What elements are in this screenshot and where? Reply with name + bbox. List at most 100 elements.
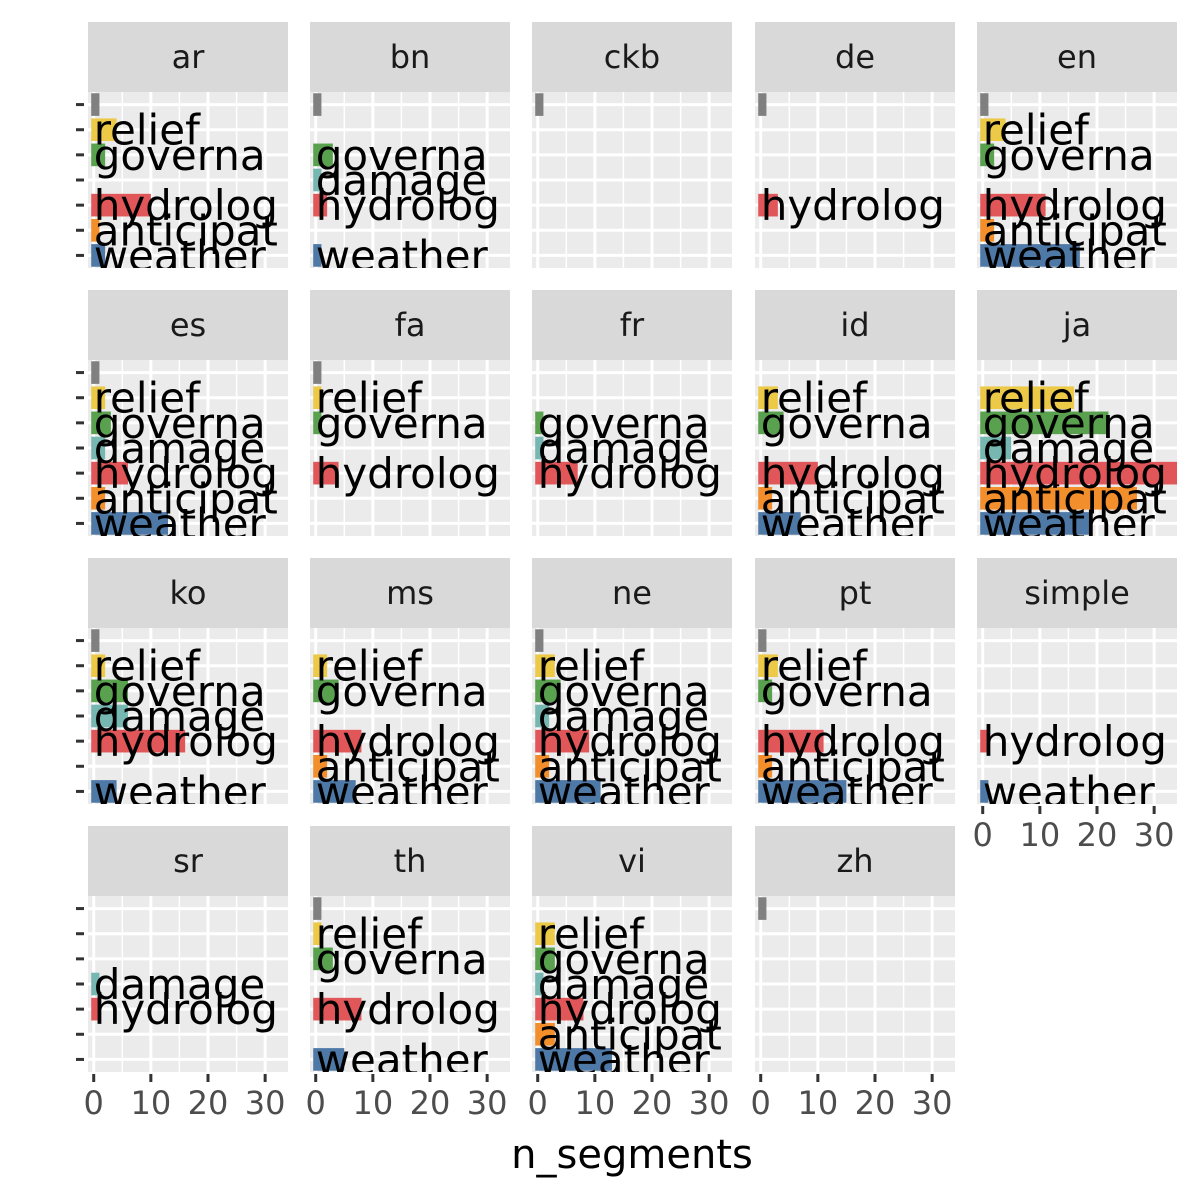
bar	[313, 461, 339, 485]
bar	[535, 1048, 612, 1071]
bar-label: hydrolog	[316, 717, 500, 766]
bar-label: relief	[316, 910, 423, 959]
bar	[758, 629, 767, 652]
bar	[758, 93, 767, 116]
bar	[91, 118, 117, 142]
x-tick-label: 30	[1134, 816, 1175, 854]
bar-label: governa	[316, 667, 488, 716]
bar-label: relief	[538, 642, 645, 691]
panel-ne: ne weatheranticipathydrologdamagegovernar…	[532, 558, 732, 804]
bar	[313, 386, 322, 410]
bar-label: weather	[761, 499, 934, 548]
panel-marks: weatheranticipathydrologdamagegovernarel…	[91, 361, 278, 536]
facet-strip	[88, 558, 288, 628]
facet-strip-label: en	[1057, 38, 1097, 76]
bar-label: weather	[94, 767, 267, 816]
bar	[980, 411, 1109, 435]
panel-ckb: ckb	[532, 22, 732, 268]
bar	[535, 93, 544, 116]
bar	[758, 654, 778, 678]
bar	[980, 386, 1075, 410]
bar	[313, 168, 322, 192]
bar	[980, 780, 989, 803]
bar	[313, 922, 322, 946]
facet-strip	[532, 826, 732, 896]
bar-label: hydrolog	[761, 717, 945, 766]
bar-label: governa	[94, 399, 266, 448]
facet-strip-label: fr	[620, 306, 645, 344]
bar-label: hydrolog	[538, 985, 722, 1034]
bar	[758, 193, 778, 217]
bar	[535, 729, 590, 753]
bar	[313, 193, 328, 217]
bar-label: relief	[983, 106, 1090, 155]
bar-label: governa	[538, 399, 710, 448]
bar-label: damage	[538, 692, 710, 741]
bar-label: relief	[316, 374, 423, 423]
facet-strip-label: th	[394, 842, 427, 880]
x-tick-label: 30	[912, 1084, 953, 1122]
bar	[758, 411, 784, 435]
bar-label: relief	[983, 374, 1090, 423]
facet-strip-label: id	[840, 306, 869, 344]
bar	[91, 93, 100, 116]
facet-strip-label: vi	[618, 842, 646, 880]
x-tick-label: 0	[306, 1084, 326, 1122]
bar-label: governa	[761, 667, 933, 716]
bar	[91, 704, 128, 728]
panel-es: es weatheranticipathydrologdamagegovernar…	[76, 290, 288, 536]
x-tick-label: 20	[855, 1084, 896, 1122]
bar	[91, 972, 100, 996]
bar-label: relief	[538, 910, 645, 959]
facet-strip	[310, 826, 510, 896]
x-tick-label: 20	[632, 1084, 673, 1122]
facet-strip	[977, 558, 1177, 628]
bar	[758, 780, 847, 803]
x-tick-label: 30	[245, 1084, 286, 1122]
x-tick-label: 0	[84, 1084, 104, 1122]
bar-label: relief	[761, 642, 868, 691]
facet-strip	[88, 22, 288, 92]
facet-strip	[310, 290, 510, 360]
bar-label: weather	[316, 1035, 489, 1084]
x-tick-label: 20	[410, 1084, 451, 1122]
bar	[535, 679, 561, 703]
facet-strip	[310, 558, 510, 628]
bar	[313, 411, 322, 435]
x-tick-label: 30	[467, 1084, 508, 1122]
facet-strip-label: de	[835, 38, 875, 76]
facet-strip-label: fa	[395, 306, 426, 344]
facet-strip-label: es	[170, 306, 206, 344]
bar-label: hydrolog	[94, 181, 278, 230]
bar-label: governa	[316, 131, 488, 180]
bar	[980, 93, 989, 116]
bar-label: relief	[94, 106, 201, 155]
facet-strip	[755, 826, 955, 896]
x-tick-label: 10	[574, 1084, 615, 1122]
bar	[535, 461, 578, 485]
bar	[980, 461, 1177, 485]
panel-de: de hydrolog	[755, 22, 955, 268]
bar	[91, 486, 106, 510]
bar	[313, 897, 322, 920]
bar	[313, 679, 339, 703]
bar-label: hydrolog	[983, 717, 1167, 766]
bar-label: damage	[316, 156, 488, 205]
facet-strip	[310, 22, 510, 92]
